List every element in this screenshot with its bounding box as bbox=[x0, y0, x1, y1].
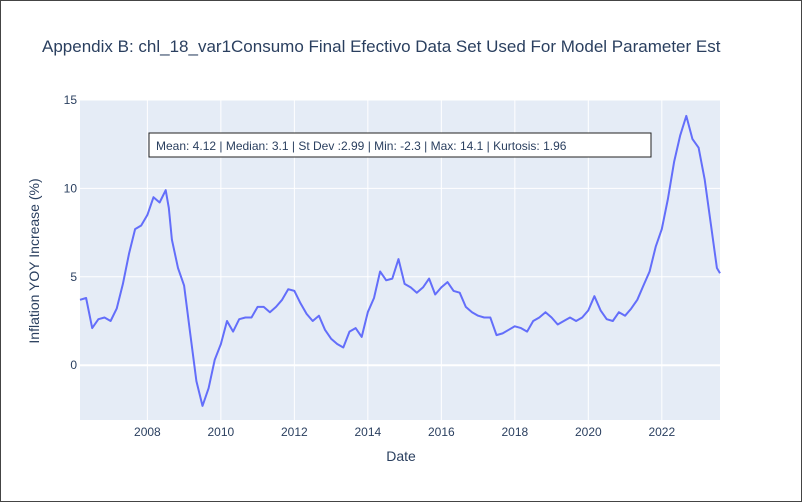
x-axis-label: Date bbox=[386, 448, 416, 464]
x-tick-label: 2018 bbox=[501, 425, 528, 439]
stats-box bbox=[148, 132, 652, 158]
y-tick-label: 10 bbox=[64, 181, 78, 195]
y-axis-ticks: 0 5 10 15 bbox=[64, 93, 78, 372]
x-tick-label: 2020 bbox=[575, 425, 602, 439]
y-tick-label: 5 bbox=[70, 270, 77, 284]
x-tick-label: 2016 bbox=[428, 425, 455, 439]
y-axis-label: Inflation YOY Increase (%) bbox=[26, 178, 42, 343]
series-line bbox=[79, 114, 721, 407]
x-tick-label: 2022 bbox=[648, 425, 675, 439]
x-tick-label: 2014 bbox=[354, 425, 381, 439]
x-tick-label: 2012 bbox=[281, 425, 308, 439]
chart-title: Appendix B: chl_18_var1Consumo Final Efe… bbox=[42, 37, 721, 56]
y-tick-label: 0 bbox=[70, 358, 77, 372]
x-tick-label: 2008 bbox=[134, 425, 161, 439]
y-tick-label: 15 bbox=[64, 93, 78, 107]
x-tick-label: 2010 bbox=[208, 425, 235, 439]
x-axis-ticks: 2008 2010 2012 2014 2016 2018 2020 2022 bbox=[134, 425, 675, 439]
stats-annotation: Mean: 4.12 | Median: 3.1 | St Dev :2.99 … bbox=[156, 139, 567, 153]
